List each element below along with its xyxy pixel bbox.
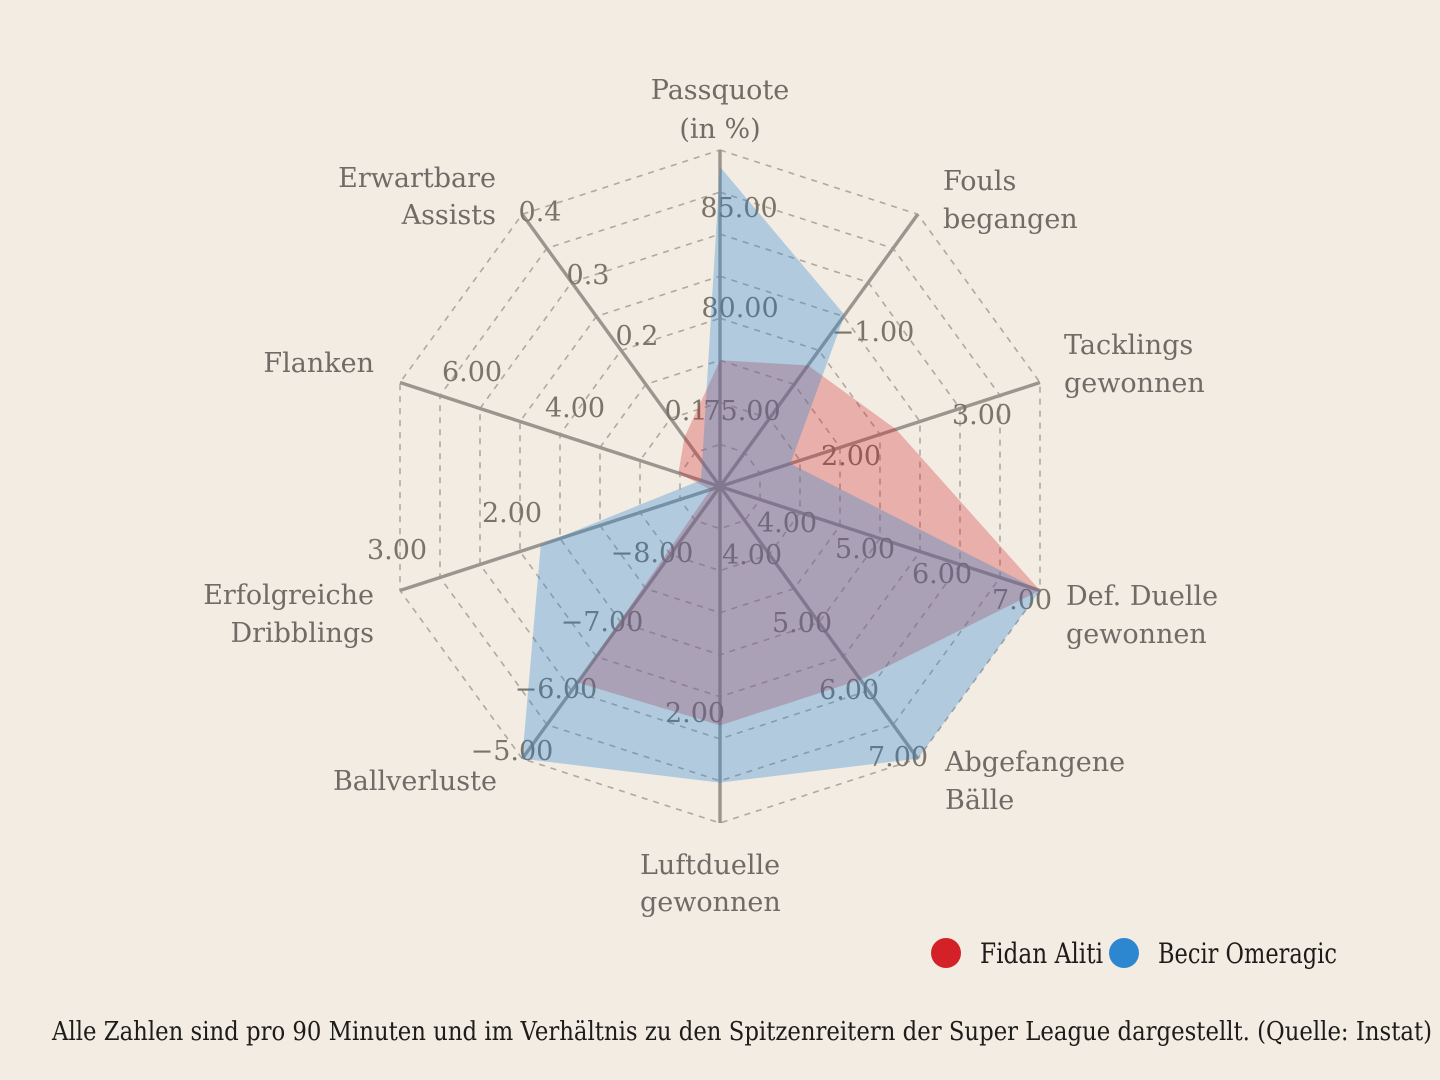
legend-label-becir-omeragic: Becir Omeragic [1158,937,1337,970]
tick-label: 0.1 [665,396,708,427]
axis-title: Tacklings [1064,330,1193,361]
axis-spoke [399,484,721,593]
tick-label: 3.00 [952,400,1012,431]
axis-title: Dribblings [230,618,374,649]
tick-label: −5.00 [471,736,554,767]
axis-title: Bälle [945,785,1014,816]
tick-label: −6.00 [515,674,598,705]
axis-title: Passquote [651,75,790,106]
tick-label: 4.00 [722,540,782,571]
grid-ring [439,191,1001,782]
legend-label-fidan-aliti: Fidan Aliti [980,937,1103,970]
legend-dot-becir-omeragic [1109,938,1139,968]
tick-label: 6.00 [912,559,972,590]
axis-title: Def. Duelle [1066,581,1218,612]
axis-title: Assists [401,200,496,231]
series-polygon-becir-omeragic [522,166,1040,783]
series-polygon-fidan-aliti [577,360,1040,726]
tick-label: 5.00 [835,534,895,565]
axis-title: Luftduelle [640,850,780,881]
grid-ring [639,401,801,572]
axis-title: gewonnen [1066,619,1207,650]
axis-title: Abgefangene [944,747,1125,778]
axis-title: gewonnen [1064,368,1205,399]
tick-label: 80.00 [701,293,778,324]
tick-label: −1.00 [832,317,915,348]
tick-label: 3.00 [367,535,427,566]
axis-spoke [719,380,1041,489]
legend-dot-fidan-aliti [931,938,961,968]
axis-titles: Passquote (in %) Fouls begangen Tacklings gew… [203,75,1218,918]
axis-title: Ballverluste [333,766,497,797]
series-polygons [522,166,1040,783]
radar-axes [399,150,1041,823]
legend: Fidan Aliti Becir Omeragic [931,937,1337,970]
grid-ring [479,233,961,740]
axis-title: begangen [943,204,1078,235]
tick-label: 0.3 [567,260,610,291]
axis-title: Fouls [943,166,1016,197]
tick-label: 0.4 [519,197,562,228]
axis-spoke [718,485,920,760]
tick-label: 6.00 [442,357,502,388]
tick-label: −7.00 [561,607,644,638]
axis-spoke [520,485,722,760]
axis-title: Flanken [263,348,374,379]
tick-label: 2.00 [482,498,542,529]
grid-ring [399,149,1041,824]
axis-spoke [399,380,721,489]
tick-label: 0.2 [616,321,659,352]
tick-label: 5.00 [772,608,832,639]
chart-caption: Alle Zahlen sind pro 90 Minuten und im V… [51,1017,1432,1047]
axis-tick-labels: 75.00 80.00 85.00 −1.00 2.00 3.00 4.00 5.00 6.00… [367,193,1052,773]
axis-spoke [520,213,722,488]
tick-label: 6.00 [819,675,879,706]
tick-label: 75.00 [703,396,780,427]
tick-label: 2.00 [665,698,725,729]
axis-title: gewonnen [640,887,781,918]
axis-spoke [718,213,920,488]
axis-title: Erfolgreiche [203,580,374,611]
axis-title: Erwartbare [338,163,496,194]
tick-label: 4.00 [757,508,817,539]
tick-label: −8.00 [611,538,694,569]
axis-spoke [719,484,1041,593]
tick-label: 85.00 [700,193,777,224]
tick-label: 7.00 [868,742,928,773]
tick-label: 4.00 [545,393,605,424]
tick-label: 7.00 [992,585,1052,616]
tick-label: 2.00 [821,441,881,472]
axis-title: (in %) [679,114,760,145]
grid-ring [679,443,761,530]
